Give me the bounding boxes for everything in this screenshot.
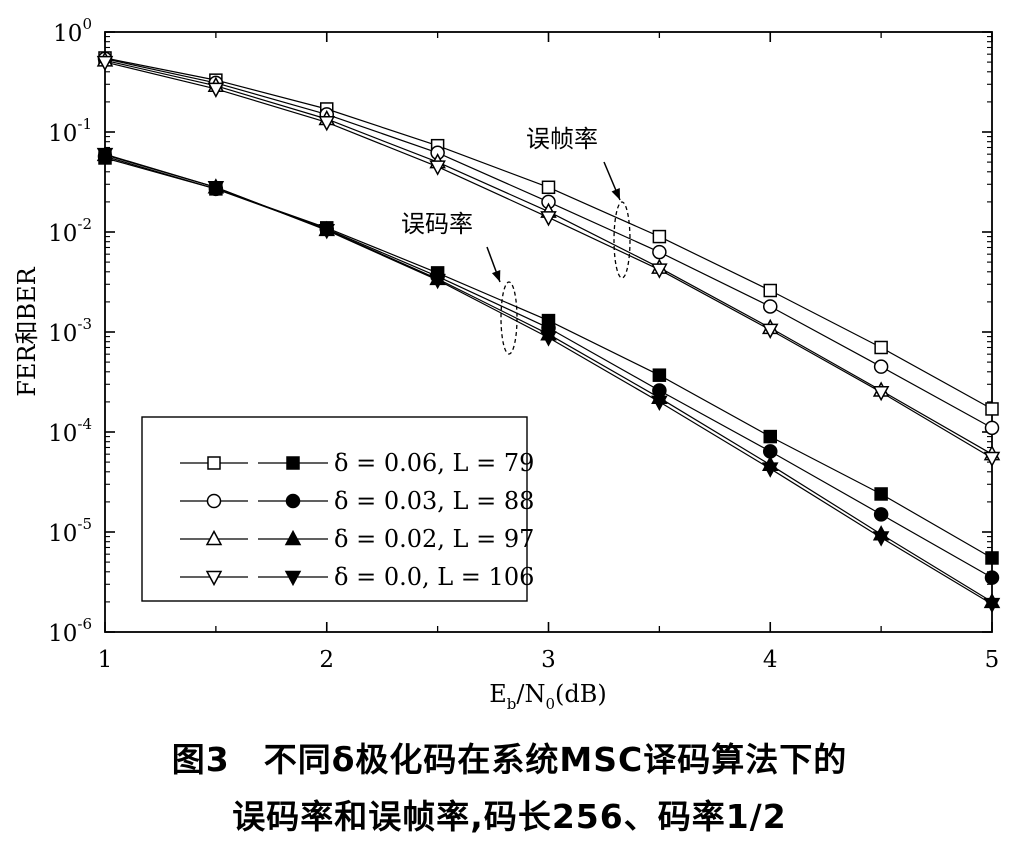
legend-marker-triangle-down-open xyxy=(205,570,223,587)
annotation-ellipse xyxy=(613,201,631,279)
x-axis-label: Eb/N0(dB) xyxy=(489,680,607,713)
data-point-square-open xyxy=(985,402,999,416)
y-tick-label: 10-6 xyxy=(48,615,92,647)
legend-marker-circle-filled xyxy=(285,493,301,509)
data-point-triangle-down-open xyxy=(983,451,1001,468)
data-point-triangle-down-filled xyxy=(872,531,890,547)
series-markers xyxy=(96,51,1001,614)
data-point-triangle-down-open xyxy=(872,385,890,402)
data-point-square-filled xyxy=(985,551,999,565)
legend-box xyxy=(141,416,528,602)
data-point-triangle-down-filled xyxy=(761,462,779,478)
axis-labels: Eb/N0(dB) FER和BER xyxy=(13,266,607,713)
data-point-circle-filled xyxy=(984,570,1000,585)
data-point-square-filled xyxy=(874,487,888,501)
data-point-square-open xyxy=(763,283,777,298)
data-point-square-open xyxy=(652,229,667,244)
data-point-triangle-down-filled xyxy=(318,224,336,240)
data-point-triangle-down-open xyxy=(429,160,446,176)
annotation-label: 误帧率 xyxy=(526,125,598,153)
data-point-triangle-down-filled xyxy=(429,273,446,290)
data-point-triangle-down-filled xyxy=(540,331,557,347)
annotation-arrow-head xyxy=(611,188,620,200)
axis-ticks: 1 2 3 4 5 100 10-1 10-2 10-3 10-4 10-5 10-6 xyxy=(48,15,999,673)
legend-entry-label: δ = 0.02, L = 97 xyxy=(334,525,534,553)
legend-marker-triangle-up-open xyxy=(205,529,223,546)
series-line-square-open xyxy=(104,57,993,410)
data-point-square-open xyxy=(541,180,556,195)
data-point-triangle-down-open xyxy=(318,116,336,132)
x-tick-label: 5 xyxy=(985,647,1000,673)
data-point-triangle-down-open xyxy=(761,323,779,339)
legend-entry-label: δ = 0.0, L = 106 xyxy=(334,563,534,591)
data-point-triangle-down-open xyxy=(96,55,114,72)
x-tick-label: 1 xyxy=(98,647,113,673)
data-point-square-filled xyxy=(652,368,667,382)
data-point-square-filled xyxy=(763,429,777,444)
y-tick-label: 10-5 xyxy=(48,515,92,547)
legend: δ = 0.06, L = 79 δ = 0.03, L = 88 δ = 0.02… xyxy=(141,416,534,602)
data-point-triangle-down-filled xyxy=(983,597,1001,614)
data-point-triangle-down-open xyxy=(651,263,668,279)
x-tick-label: 2 xyxy=(319,647,334,673)
data-point-triangle-down-filled xyxy=(651,395,668,411)
legend-marker-circle-open xyxy=(206,493,222,509)
data-point-square-open xyxy=(874,340,888,355)
y-axis-label: FER和BER xyxy=(13,266,41,396)
annotation-label: 误码率 xyxy=(401,210,473,238)
data-point-circle-open xyxy=(873,359,889,374)
y-tick-label: 10-1 xyxy=(48,115,92,147)
data-point-circle-open xyxy=(652,244,667,260)
data-point-triangle-down-open xyxy=(540,211,557,227)
series-line-triangle-up-open xyxy=(104,59,993,455)
data-point-circle-open xyxy=(763,299,778,314)
data-point-triangle-down-filled xyxy=(96,147,114,164)
legend-entry-label: δ = 0.06, L = 79 xyxy=(334,449,534,477)
legend-marker-square-open xyxy=(207,456,221,470)
figure-caption-line-1: 图3 不同δ极化码在系统MSC译码算法下的 xyxy=(171,740,848,779)
data-point-circle-open xyxy=(984,420,1000,436)
data-point-triangle-down-open xyxy=(207,82,225,98)
legend-entry-label: δ = 0.03, L = 88 xyxy=(334,487,534,515)
x-tick-label: 4 xyxy=(763,647,778,673)
x-tick-label: 3 xyxy=(541,647,556,673)
y-tick-label: 10-2 xyxy=(48,215,92,247)
annotation-arrow-head xyxy=(491,270,501,282)
legend-marker-square-filled xyxy=(286,456,300,470)
data-point-circle-filled xyxy=(873,507,889,522)
series-line-circle-open xyxy=(104,58,993,429)
annotation-ellipse xyxy=(500,281,518,355)
legend-marker-triangle-up-filled xyxy=(284,529,302,546)
y-tick-label: 100 xyxy=(53,15,92,47)
figure-caption-line-2: 误码率和误帧率,码长256、码率1/2 xyxy=(232,797,787,836)
legend-marker-triangle-down-filled xyxy=(284,570,302,587)
data-point-triangle-down-filled xyxy=(207,181,225,197)
y-tick-label: 10-3 xyxy=(48,315,92,347)
y-tick-label: 10-4 xyxy=(48,415,92,447)
series-line-triangle-down-open xyxy=(104,61,993,459)
